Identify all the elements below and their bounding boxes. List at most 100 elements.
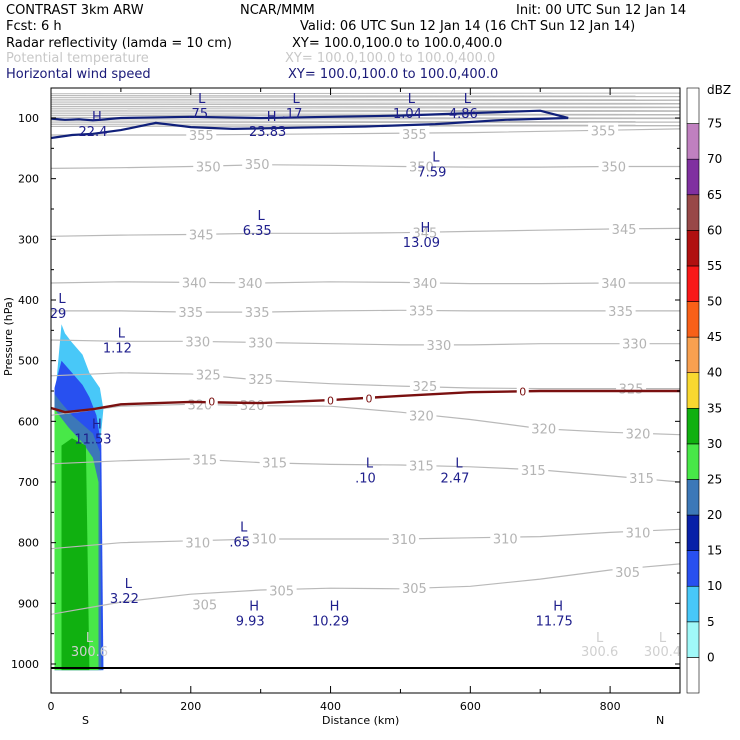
extremum-h: H13.09 [403, 221, 440, 251]
extremum-kind: L [198, 92, 206, 107]
colorbar-swatch [686, 550, 700, 587]
colorbar-label: 20 [707, 508, 722, 522]
theta-label-305: 305 [192, 599, 217, 614]
extremum-value: 11.53 [74, 433, 111, 448]
theta-label-bg [409, 378, 440, 394]
theta-label-bg [406, 457, 437, 473]
extremum-l: L7.59 [417, 151, 446, 181]
field-wind-xy: XY= 100.0,100.0 to 100.0,400.0 [288, 67, 498, 82]
stratosphere-isentrope [51, 99, 680, 102]
y-tick-label: 800 [18, 537, 39, 550]
freezing-level-label: 0 [519, 386, 526, 399]
theta-label-bg [186, 126, 217, 142]
extremum-l: L4.86 [449, 92, 478, 122]
extremum-value: .75 [187, 107, 208, 122]
wind-contour-1 [51, 116, 569, 140]
x-tick-label: 200 [180, 700, 201, 713]
theta-label-bg [186, 226, 217, 242]
colorbar-swatch [686, 479, 700, 516]
y-tick-label: 500 [18, 355, 39, 368]
endpoint-right-label: N [656, 714, 664, 727]
colorbar-swatch [686, 514, 700, 551]
theta-contour-355 [51, 128, 680, 136]
init-time: Init: 00 UTC Sun 12 Jan 14 [516, 3, 686, 18]
stratosphere-isentrope [51, 120, 680, 123]
theta-label-340: 340 [601, 277, 626, 292]
y-axis-label: Pressure (hPa) [2, 297, 15, 376]
theta-label-335: 335 [409, 304, 434, 319]
theta-label-310: 310 [252, 532, 277, 547]
wind-contour-0 [51, 109, 569, 122]
theta-label-315: 315 [629, 472, 654, 487]
stratosphere-isentrope [51, 98, 680, 101]
extremum-kind: H [421, 221, 431, 236]
colorbar-label: 55 [707, 259, 722, 273]
colorbar-label: 30 [707, 437, 722, 451]
colorbar-swatch [686, 194, 700, 231]
colorbar-swatch [686, 87, 700, 124]
theta-label-345: 345 [612, 223, 637, 238]
x-tick-label: 800 [600, 700, 621, 713]
stratosphere-isentrope [51, 124, 680, 126]
theta-extremum-value: 300.4 [644, 645, 681, 660]
theta-contour-315 [51, 458, 680, 483]
endpoint-left-label: S [82, 714, 89, 727]
extremum-kind: L [455, 456, 463, 471]
colorbar-swatch [686, 443, 700, 480]
theta-label-bg [406, 407, 437, 423]
stratosphere-isentropes [51, 92, 680, 127]
theta-label-bg [259, 454, 290, 470]
extremum-kind: H [267, 110, 277, 125]
freezing-level-label: 0 [208, 395, 215, 408]
theta-label-bg [249, 530, 280, 546]
theta-label-bg [518, 461, 549, 477]
colorbar-swatch [686, 158, 700, 196]
theta-label-350: 350 [196, 161, 221, 176]
theta-label-350: 350 [601, 161, 626, 176]
stratosphere-isentrope [51, 95, 680, 97]
theta-label-355: 355 [189, 129, 214, 144]
colorbar-label: 70 [707, 152, 722, 166]
y-tick-label: 200 [18, 173, 39, 186]
theta-label-345: 345 [189, 228, 214, 243]
theta-label-320: 320 [626, 427, 651, 442]
extremum-value: .17 [282, 107, 303, 122]
stratosphere-isentrope [51, 110, 680, 113]
y-tick-label: 700 [18, 476, 39, 489]
extremum-value: 3.22 [110, 592, 139, 607]
theta-label-355: 355 [402, 128, 427, 143]
extremum-kind: L [464, 92, 472, 107]
theta-label-bg [399, 580, 430, 596]
extremum-value: 1.12 [103, 342, 132, 357]
theta-extremum-value: 300.6 [581, 645, 618, 660]
theta-label-315: 315 [409, 460, 434, 475]
theta-label-350: 350 [409, 161, 434, 176]
colorbar-label: 5 [707, 615, 715, 629]
extremum-kind: L [408, 92, 416, 107]
extremum-l: L.17 [282, 92, 303, 122]
theta-label-bg [406, 158, 437, 174]
theta-label-bg [179, 274, 210, 290]
theta-contour-335 [51, 309, 680, 313]
theta-label-bg [409, 275, 440, 291]
theta-label-bg [235, 275, 266, 291]
extremum-value: 10.29 [312, 615, 349, 630]
theta-label-bg [626, 469, 657, 485]
theta-label-355: 355 [591, 125, 616, 140]
freezing-label-bg [516, 385, 529, 397]
y-tick-label: 600 [18, 415, 39, 428]
theta-label-330: 330 [248, 336, 273, 351]
extremum-kind: H [92, 418, 102, 433]
theta-label-335: 335 [608, 305, 633, 320]
theta-label-340: 340 [238, 277, 263, 292]
theta-label-bg [182, 534, 213, 550]
extremum-h: H10.29 [312, 600, 349, 630]
stratosphere-isentrope [51, 121, 680, 124]
theta-label-325: 325 [412, 380, 437, 395]
field-theta-xy: XY= 100.0,100.0 to 100.0,400.0 [285, 51, 495, 66]
extremum-kind: H [249, 600, 259, 615]
theta-label-320: 320 [531, 423, 556, 438]
colorbar-swatch [686, 230, 700, 267]
theta-label-bg [245, 370, 276, 386]
header: CONTRAST 3km ARW NCAR/MMM Init: 00 UTC S… [6, 3, 686, 82]
